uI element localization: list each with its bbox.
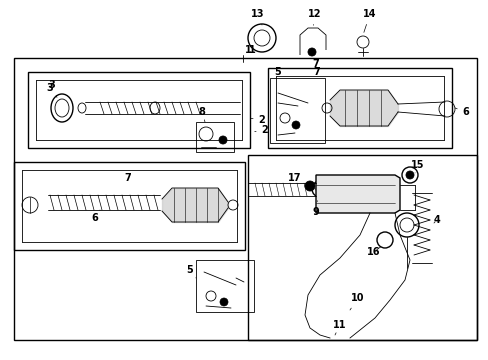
Circle shape <box>405 171 413 179</box>
Text: 2: 2 <box>250 115 265 125</box>
Text: 1: 1 <box>244 45 251 55</box>
Circle shape <box>291 121 299 129</box>
Text: 5: 5 <box>186 265 196 278</box>
Text: 12: 12 <box>307 9 321 25</box>
Bar <box>196 122 234 152</box>
Circle shape <box>220 298 227 306</box>
Text: 1: 1 <box>248 45 255 55</box>
Text: 9: 9 <box>312 201 319 217</box>
Text: 13: 13 <box>251 9 264 25</box>
Text: 11: 11 <box>332 320 346 335</box>
Circle shape <box>305 181 314 191</box>
Text: 15: 15 <box>410 160 424 173</box>
Text: 14: 14 <box>363 9 376 32</box>
Text: 6: 6 <box>91 210 100 223</box>
Circle shape <box>219 136 226 144</box>
Text: 7: 7 <box>312 59 319 69</box>
Bar <box>14 58 476 340</box>
Bar <box>269 78 325 143</box>
Text: 6: 6 <box>454 107 468 117</box>
Text: 5: 5 <box>274 67 281 77</box>
Text: 8: 8 <box>198 107 205 122</box>
Bar <box>247 155 476 340</box>
Text: 3: 3 <box>46 83 53 93</box>
Bar <box>196 260 253 312</box>
Text: 3: 3 <box>48 80 57 98</box>
Circle shape <box>307 48 315 56</box>
Text: 17: 17 <box>287 173 307 184</box>
Text: 2: 2 <box>254 125 268 135</box>
Text: 4: 4 <box>433 215 440 225</box>
Polygon shape <box>315 175 399 213</box>
Text: 10: 10 <box>349 293 364 310</box>
Text: 7: 7 <box>124 173 131 183</box>
Text: 7: 7 <box>313 67 320 77</box>
Text: 16: 16 <box>366 247 380 257</box>
